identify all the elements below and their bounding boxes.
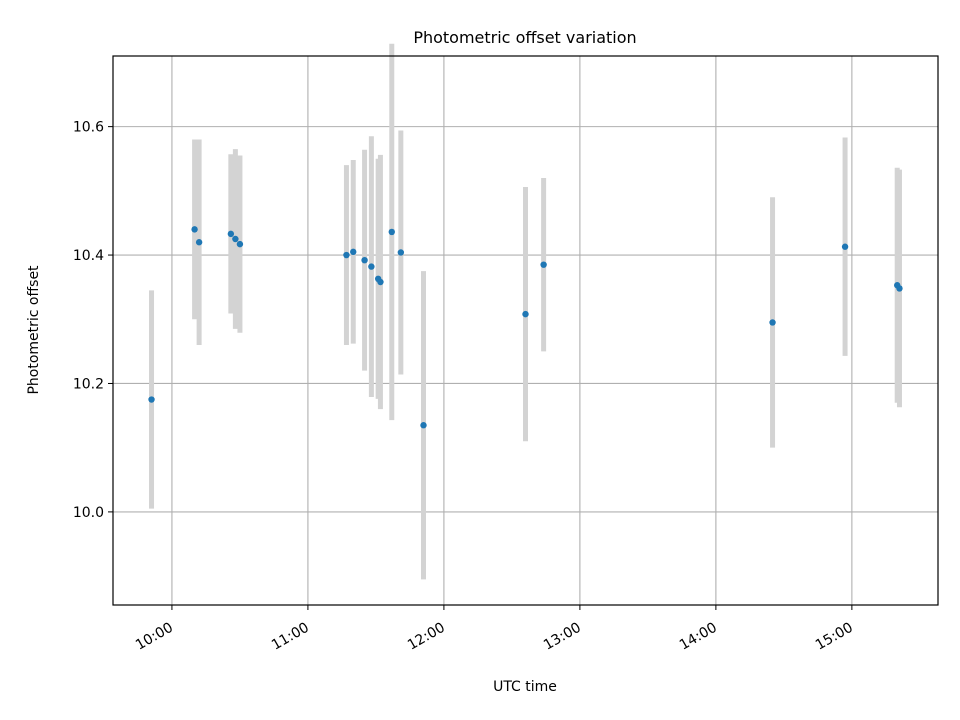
- y-tick-label: 10.2: [73, 376, 104, 392]
- data-point: [841, 243, 849, 250]
- data-point: [377, 278, 384, 286]
- data-point: [420, 422, 427, 429]
- data-point: [236, 240, 244, 248]
- data-point: [350, 248, 357, 256]
- data-point: [361, 256, 368, 264]
- x-axis-label: UTC time: [493, 679, 557, 695]
- data-point: [191, 226, 198, 233]
- data-point: [227, 230, 235, 238]
- data-point: [522, 310, 529, 318]
- data-points: [148, 226, 903, 429]
- data-point: [388, 228, 395, 236]
- y-tick-label: 10.4: [73, 248, 104, 264]
- chart-title: Photometric offset variation: [413, 28, 636, 47]
- y-tick-label: 10.6: [73, 120, 104, 136]
- data-point: [540, 261, 547, 268]
- data-point: [896, 285, 903, 292]
- data-point: [368, 263, 375, 270]
- data-point: [397, 249, 405, 256]
- data-point: [148, 396, 155, 403]
- plot-frame: [112, 55, 939, 606]
- data-point: [769, 319, 776, 326]
- data-point: [343, 251, 350, 259]
- y-axis-ticks: 10.0 10.2 10.4 10.6: [73, 120, 113, 521]
- data-point: [232, 235, 239, 243]
- y-tick-label: 10.0: [73, 505, 104, 521]
- data-point: [195, 239, 203, 246]
- y-axis-label: Photometric offset: [26, 265, 42, 395]
